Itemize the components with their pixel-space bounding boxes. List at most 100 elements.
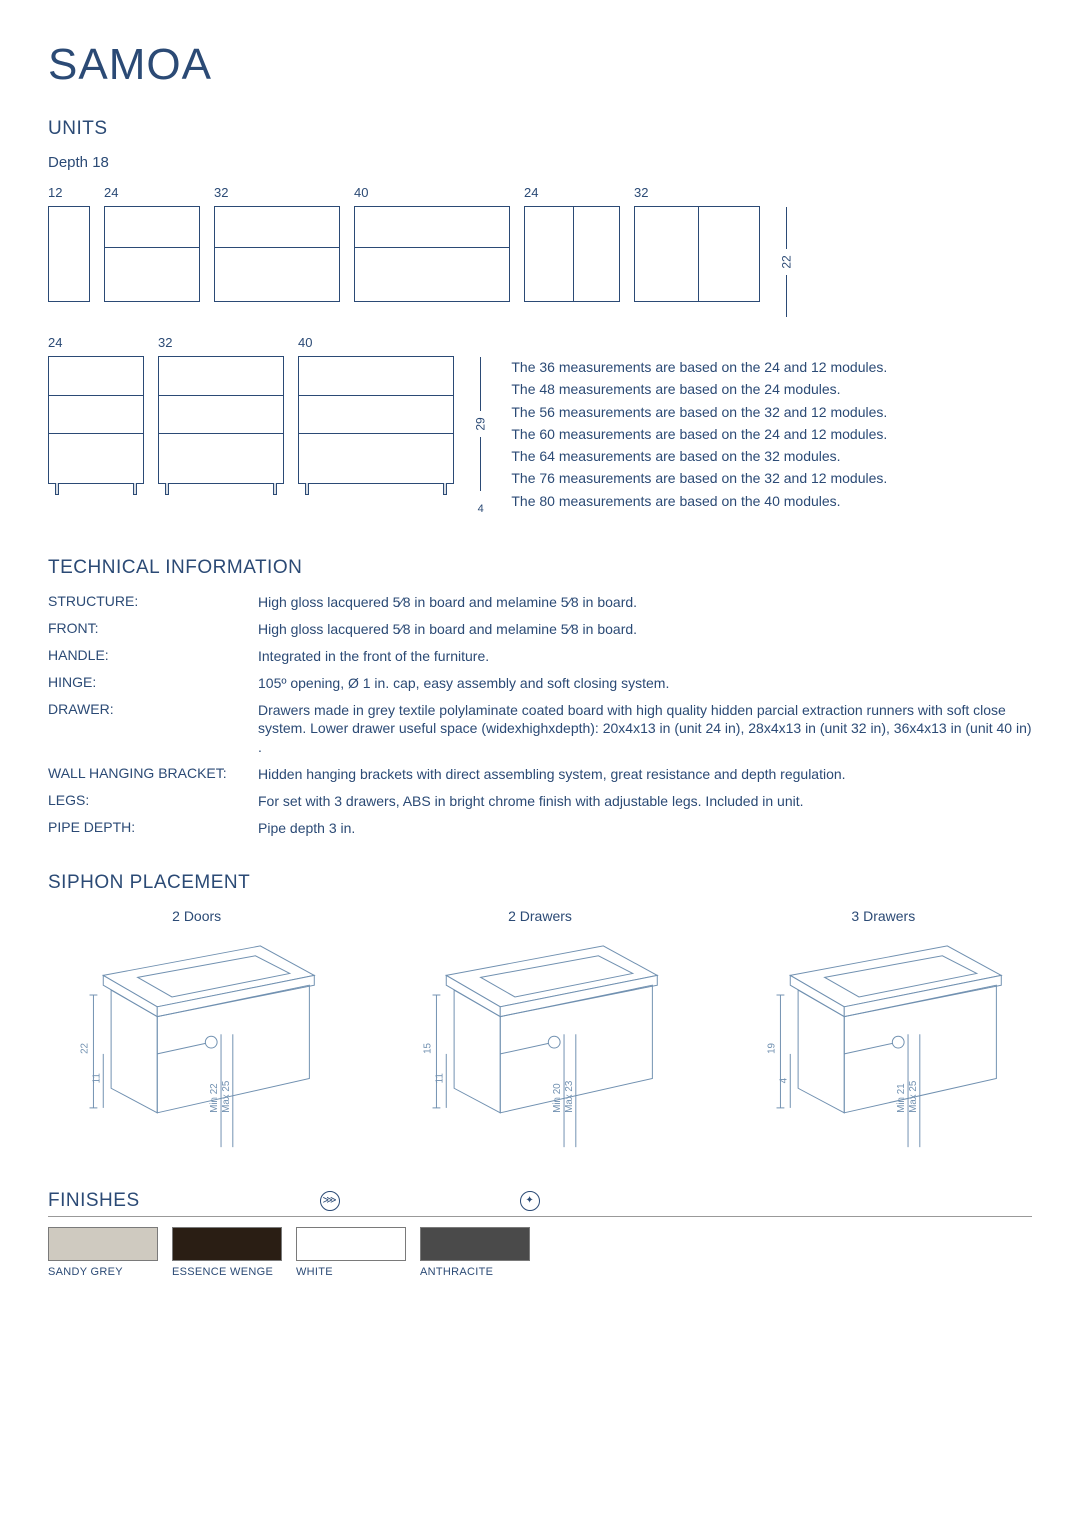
unit: 32 (634, 185, 760, 302)
note-line: The 76 measurements are based on the 32 … (511, 468, 887, 488)
siphon-item: 2 Drawers 15 11 Min 20Max 23 (391, 908, 688, 1164)
siphon-row: 2 Doors2211Min 22Max 252 Drawers1511Min … (48, 908, 1032, 1164)
tech-row: HANDLE:Integrated in the front of the fu… (48, 647, 1032, 666)
svg-text:Min 22: Min 22 (209, 1083, 220, 1112)
unit-label: 32 (634, 185, 760, 200)
svg-text:Max 23: Max 23 (564, 1080, 575, 1113)
swatch-color (420, 1227, 530, 1261)
section-units: UNITS (48, 118, 1032, 140)
unit-box (354, 206, 510, 302)
tech-key: STRUCTURE: (48, 593, 258, 612)
technical-section: TECHNICAL INFORMATION STRUCTURE:High glo… (48, 557, 1032, 838)
unit-box (298, 356, 454, 484)
unit-box (214, 206, 340, 302)
tech-value: High gloss lacquered 5⁄8 in board and me… (258, 620, 637, 639)
unit-box (524, 206, 620, 302)
svg-text:Max 25: Max 25 (221, 1080, 232, 1113)
unit: 32 (214, 185, 340, 302)
tech-table: STRUCTURE:High gloss lacquered 5⁄8 in bo… (48, 593, 1032, 838)
tech-key: DRAWER: (48, 701, 258, 758)
tech-key: PIPE DEPTH: (48, 819, 258, 838)
swatch-label: SANDY GREY (48, 1266, 158, 1278)
tech-value: Integrated in the front of the furniture… (258, 647, 489, 666)
siphon-drawing: 22 11 Min 22Max 25 (64, 934, 329, 1164)
unit: 24 (524, 185, 620, 302)
tech-row: PIPE DEPTH:Pipe depth 3 in. (48, 819, 1032, 838)
finish-swatch: ANTHRACITE (420, 1227, 530, 1278)
unit: 12 (48, 185, 90, 302)
tech-row: LEGS:For set with 3 drawers, ABS in brig… (48, 792, 1032, 811)
siphon-item: 3 Drawers194Min 21Max 25 (735, 908, 1032, 1164)
svg-text:11: 11 (435, 1073, 446, 1083)
units-row-1: 12243240243222 (48, 185, 1032, 317)
measurement-notes: The 36 measurements are based on the 24 … (511, 357, 887, 513)
svg-text:11: 11 (91, 1073, 102, 1083)
siphon-drawing: 194Min 21Max 25 (751, 934, 1016, 1164)
unit-box (48, 206, 90, 302)
section-finishes: FINISHES (48, 1190, 140, 1212)
depth-label: Depth 18 (48, 154, 1032, 171)
page-title: SAMOA (48, 40, 1032, 90)
unit: 32 (158, 335, 284, 484)
unit-box (158, 356, 284, 484)
unit-label: 12 (48, 185, 90, 200)
unit-label: 32 (214, 185, 340, 200)
swatch-row: SANDY GREY ESSENCE WENGE WHITE ANTHRACITE (48, 1227, 1032, 1278)
siphon-section: SIPHON PLACEMENT 2 Doors2211Min 22Max 25… (48, 872, 1032, 1164)
unit-label: 24 (104, 185, 200, 200)
finish-type-icon-1: ⋙ (320, 1191, 340, 1211)
swatch-label: WHITE (296, 1266, 406, 1278)
tech-row: STRUCTURE:High gloss lacquered 5⁄8 in bo… (48, 593, 1032, 612)
note-line: The 48 measurements are based on the 24 … (511, 379, 887, 399)
unit: 40 (298, 335, 454, 484)
section-siphon: SIPHON PLACEMENT (48, 872, 1032, 894)
finishes-section: FINISHES ⋙ ✦ SANDY GREY ESSENCE WENGE WHIT… (48, 1190, 1032, 1278)
unit-box (104, 206, 200, 302)
tech-value: Pipe depth 3 in. (258, 819, 355, 838)
note-line: The 80 measurements are based on the 40 … (511, 491, 887, 511)
swatch-label: ESSENCE WENGE (172, 1266, 282, 1278)
unit-label: 32 (158, 335, 284, 350)
note-line: The 60 measurements are based on the 24 … (511, 424, 887, 444)
finish-swatch: WHITE (296, 1227, 406, 1278)
siphon-drawing: 15 11 Min 20Max 23 (407, 934, 672, 1164)
height-dimension: 294 (474, 357, 487, 521)
swatch-label: ANTHRACITE (420, 1266, 530, 1278)
units-row-2: 24 32 40 294 (48, 335, 487, 521)
tech-value: For set with 3 drawers, ABS in bright ch… (258, 792, 804, 811)
svg-text:Min 20: Min 20 (553, 1083, 564, 1113)
tech-key: LEGS: (48, 792, 258, 811)
tech-key: WALL HANGING BRACKET: (48, 765, 258, 784)
svg-text:Max 25: Max 25 (908, 1080, 919, 1113)
unit-label: 40 (354, 185, 510, 200)
section-tech: TECHNICAL INFORMATION (48, 557, 1032, 579)
tech-row: HINGE:105º opening, Ø 1 in. cap, easy as… (48, 674, 1032, 693)
finish-swatch: ESSENCE WENGE (172, 1227, 282, 1278)
tech-value: 105º opening, Ø 1 in. cap, easy assembly… (258, 674, 669, 693)
siphon-label: 2 Drawers (508, 908, 572, 924)
unit-label: 24 (48, 335, 144, 350)
note-line: The 36 measurements are based on the 24 … (511, 357, 887, 377)
svg-text:19: 19 (766, 1043, 777, 1054)
tech-value: Hidden hanging brackets with direct asse… (258, 765, 846, 784)
unit-label: 40 (298, 335, 454, 350)
svg-text:22: 22 (80, 1043, 91, 1054)
svg-text:Min 21: Min 21 (896, 1083, 907, 1112)
tech-row: DRAWER:Drawers made in grey textile poly… (48, 701, 1032, 758)
unit: 24 (48, 335, 144, 484)
finish-swatch: SANDY GREY (48, 1227, 158, 1278)
tech-value: High gloss lacquered 5⁄8 in board and me… (258, 593, 637, 612)
tech-key: HINGE: (48, 674, 258, 693)
unit-label: 24 (524, 185, 620, 200)
tech-row: FRONT:High gloss lacquered 5⁄8 in board … (48, 620, 1032, 639)
unit: 24 (104, 185, 200, 302)
swatch-color (296, 1227, 406, 1261)
svg-text:15: 15 (423, 1042, 434, 1053)
note-line: The 56 measurements are based on the 32 … (511, 402, 887, 422)
siphon-label: 2 Doors (172, 908, 221, 924)
unit-box (634, 206, 760, 302)
unit-box (48, 356, 144, 484)
tech-key: HANDLE: (48, 647, 258, 666)
tech-value: Drawers made in grey textile polylaminat… (258, 701, 1032, 758)
finish-type-icon-2: ✦ (520, 1191, 540, 1211)
